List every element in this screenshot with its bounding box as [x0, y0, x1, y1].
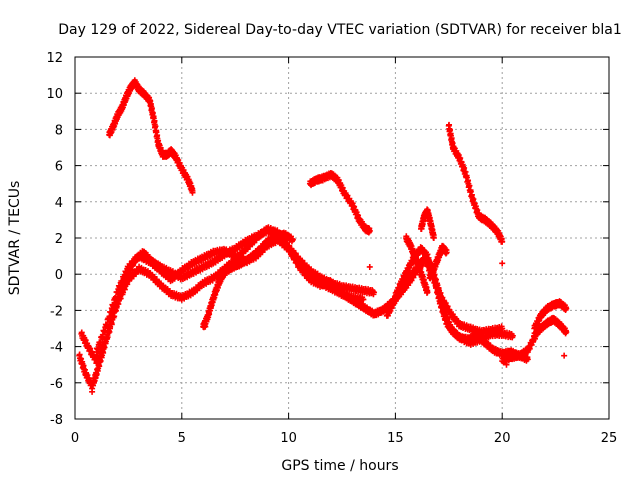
data-point — [426, 242, 450, 282]
data-points — [76, 77, 570, 395]
data-point — [561, 352, 568, 359]
data-point — [202, 323, 209, 330]
data-point — [89, 388, 96, 395]
y-tick-label: 12 — [46, 51, 63, 66]
series-outliers — [89, 189, 568, 395]
data-point — [189, 189, 196, 196]
ticks: 0 5 10 15 20 25 -8 -6 -4 -2 0 2 4 6 8 10 12 — [46, 51, 617, 446]
series-arc-14 — [531, 298, 570, 332]
x-tick-label: 15 — [387, 431, 404, 446]
series-arc-9 — [383, 252, 516, 348]
data-point — [499, 260, 506, 267]
data-point — [499, 350, 531, 366]
series-arc-1 — [106, 77, 196, 194]
data-point — [78, 224, 335, 367]
grid — [75, 57, 609, 419]
y-tick-label: 8 — [55, 123, 63, 138]
y-tick-label: 4 — [55, 196, 63, 211]
series-arc-3 — [445, 121, 506, 245]
chart-title: Day 129 of 2022, Sidereal Day-to-day VTE… — [58, 22, 621, 38]
data-point — [93, 235, 367, 356]
x-tick-label: 10 — [280, 431, 297, 446]
data-point — [366, 263, 373, 270]
x-tick-label: 25 — [601, 431, 618, 446]
y-tick-label: -2 — [50, 304, 63, 319]
series-arc-15 — [531, 314, 570, 340]
series-arc-16 — [499, 350, 531, 366]
data-point — [306, 170, 373, 236]
data-point — [503, 361, 510, 368]
data-point — [383, 252, 516, 348]
y-tick-label: 10 — [46, 87, 63, 102]
y-tick-label: 2 — [55, 232, 63, 247]
data-point — [531, 314, 570, 340]
data-point — [106, 77, 196, 194]
data-point — [445, 121, 506, 245]
x-tick-label: 0 — [71, 431, 79, 446]
y-tick-label: 0 — [55, 268, 63, 283]
x-axis-label: GPS time / hours — [281, 458, 398, 474]
y-tick-label: -4 — [50, 341, 63, 356]
series-arc-5 — [78, 224, 335, 367]
series-arc-11 — [403, 233, 431, 296]
series-arc-12 — [418, 206, 437, 241]
series-arc-6 — [93, 235, 367, 356]
x-tick-label: 5 — [178, 431, 186, 446]
data-point — [403, 233, 431, 296]
series-arc-2 — [306, 170, 373, 236]
data-point — [531, 298, 570, 332]
series-arc-13 — [426, 242, 450, 282]
x-tick-label: 20 — [494, 431, 511, 446]
y-axis-label: SDTVAR / TECUs — [7, 181, 23, 296]
y-tick-label: -6 — [50, 377, 63, 392]
y-tick-label: -8 — [50, 413, 63, 428]
data-point — [418, 206, 437, 241]
y-tick-label: 6 — [55, 160, 63, 175]
